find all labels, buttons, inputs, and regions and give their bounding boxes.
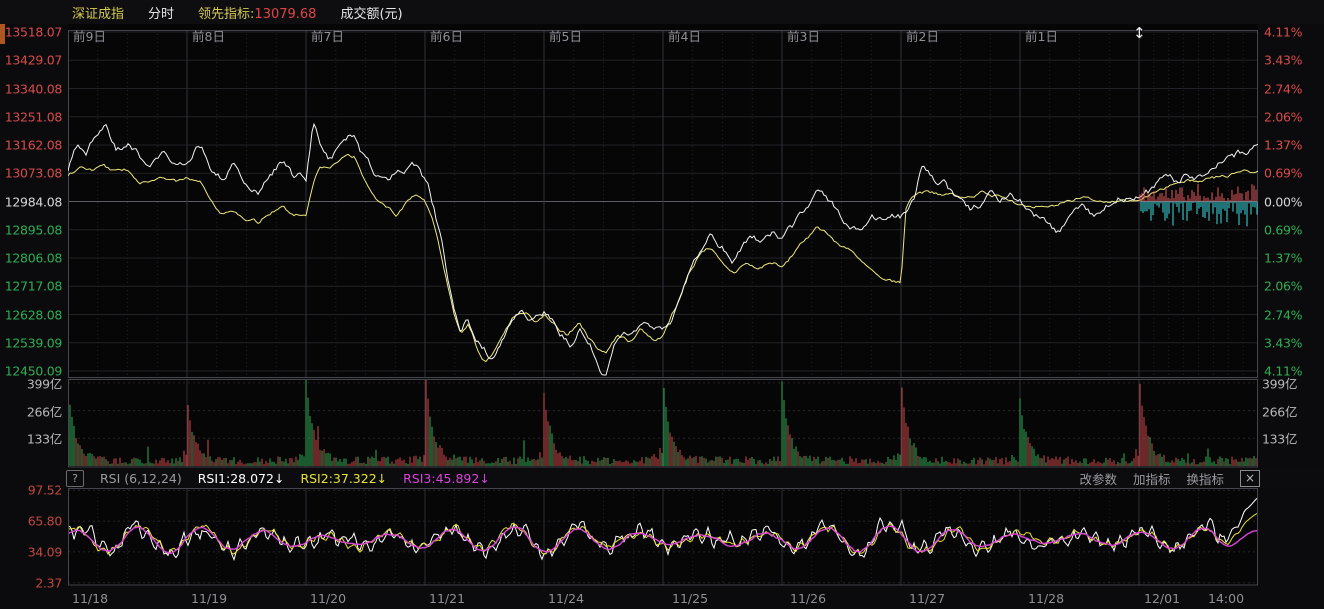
time-axis-label: 11/28: [1028, 591, 1065, 606]
pct-axis-label: 0.00%: [1264, 194, 1303, 209]
price-axis-label: 13073.08: [4, 165, 63, 181]
time-axis-label: 11/21: [429, 591, 466, 606]
time-axis-label: 11/20: [310, 591, 347, 606]
volume-axis-label: 266亿: [26, 404, 62, 420]
day-label: 前9日: [73, 29, 106, 44]
change-params-button[interactable]: 改参数: [1079, 471, 1117, 487]
day-label: 前2日: [906, 29, 939, 44]
time-axis-label: 12/01: [1144, 591, 1181, 606]
rsi1-value: RSI1:28.072↓: [197, 470, 285, 486]
leading-indicator-value: 13079.68: [254, 6, 317, 22]
add-indicator-button[interactable]: 加指标: [1132, 471, 1171, 487]
day-label: 前6日: [430, 29, 463, 44]
price-axis-label: 13340.08: [4, 81, 63, 96]
price-axis-label: 13429.07: [4, 52, 63, 68]
rsi-axis-label: 2.37: [35, 575, 62, 591]
pct-axis-label: 0.69%: [1264, 165, 1303, 181]
rsi-title: RSI (6,12,24): [100, 470, 182, 486]
price-axis-label: 12450.09: [4, 363, 63, 379]
day-label: 前8日: [192, 29, 225, 44]
rsi-axis-label: 65.80: [27, 513, 63, 529]
pct-axis-label: 1.37%: [1264, 137, 1303, 153]
tab-intraday[interactable]: 分时: [148, 6, 175, 22]
pct-axis-label: 3.43%: [1264, 52, 1303, 68]
rsi2-value: RSI2:37.322↓: [300, 470, 388, 486]
main-price-chart[interactable]: [68, 24, 1258, 378]
day-label: 前4日: [668, 29, 701, 44]
leading-indicator-label: 领先指标:: [198, 6, 255, 22]
volume-chart[interactable]: [68, 379, 1258, 468]
volume-axis-label: 399亿: [26, 376, 62, 392]
price-axis-label: 12717.08: [4, 278, 63, 294]
chart-header: 深证成指 分时 领先指标:13079.68 成交额(元): [0, 0, 1324, 24]
time-axis-label: 11/19: [191, 591, 228, 606]
turnover-label: 成交额(元): [340, 6, 403, 22]
pct-axis-label: 3.43%: [1264, 335, 1303, 351]
day-label: 前1日: [1025, 29, 1058, 44]
day-label: 前5日: [549, 29, 582, 44]
volume-axis-label: 133亿: [26, 431, 62, 447]
pct-axis-label: 0.69%: [1264, 222, 1303, 238]
price-axis-label: 12539.09: [4, 335, 63, 351]
day-label: 前3日: [787, 29, 820, 44]
rsi-chart[interactable]: [68, 488, 1258, 586]
time-axis-label: 14:00: [1208, 591, 1245, 606]
price-axis-label: 13518.07: [4, 24, 63, 40]
volume-axis-label: 133亿: [1262, 431, 1298, 447]
volume-axis-label: 266亿: [1262, 404, 1298, 420]
price-axis-label: 12984.08: [4, 194, 63, 209]
pct-axis-label: 2.06%: [1264, 109, 1303, 125]
rsi3-value: RSI3:45.892↓: [403, 470, 490, 486]
leading-indicator: 领先指标:13079.68: [198, 3, 316, 22]
price-axis-label: 12895.08: [4, 222, 63, 238]
left-edge-marker: [0, 24, 5, 44]
pct-axis-label: 2.74%: [1264, 307, 1303, 322]
time-axis-label: 11/27: [909, 591, 946, 606]
price-axis-label: 12628.08: [4, 307, 63, 322]
resize-cursor-icon: ↕: [1133, 24, 1146, 42]
time-axis-label: 11/26: [790, 591, 827, 606]
time-axis-label: 11/18: [72, 591, 109, 606]
time-axis-label: 11/24: [548, 591, 585, 606]
pct-axis-label: 1.37%: [1264, 250, 1303, 266]
close-indicator-button[interactable]: ×: [1240, 469, 1260, 487]
pct-axis-label: 4.11%: [1264, 24, 1303, 40]
price-axis-label: 13162.08: [4, 137, 63, 153]
rsi-axis-label: 34.09: [27, 544, 63, 560]
volume-axis-label: 399亿: [1262, 376, 1298, 392]
time-axis-label: 11/25: [672, 591, 709, 606]
price-axis-label: 13251.08: [4, 109, 63, 125]
price-axis-label: 12806.08: [4, 250, 63, 266]
day-label: 前7日: [311, 29, 344, 44]
pct-axis-label: 4.11%: [1264, 363, 1303, 379]
rsi-toolbar: ? RSI (6,12,24) RSI1:28.072↓ RSI2:37.322…: [60, 468, 1324, 488]
rsi-axis-label: 97.52: [27, 482, 63, 498]
pct-axis-label: 2.74%: [1264, 81, 1303, 96]
pct-axis-label: 2.06%: [1264, 278, 1303, 294]
index-name[interactable]: 深证成指: [72, 6, 125, 22]
switch-indicator-button[interactable]: 换指标: [1186, 471, 1224, 487]
help-icon[interactable]: ?: [66, 469, 84, 487]
